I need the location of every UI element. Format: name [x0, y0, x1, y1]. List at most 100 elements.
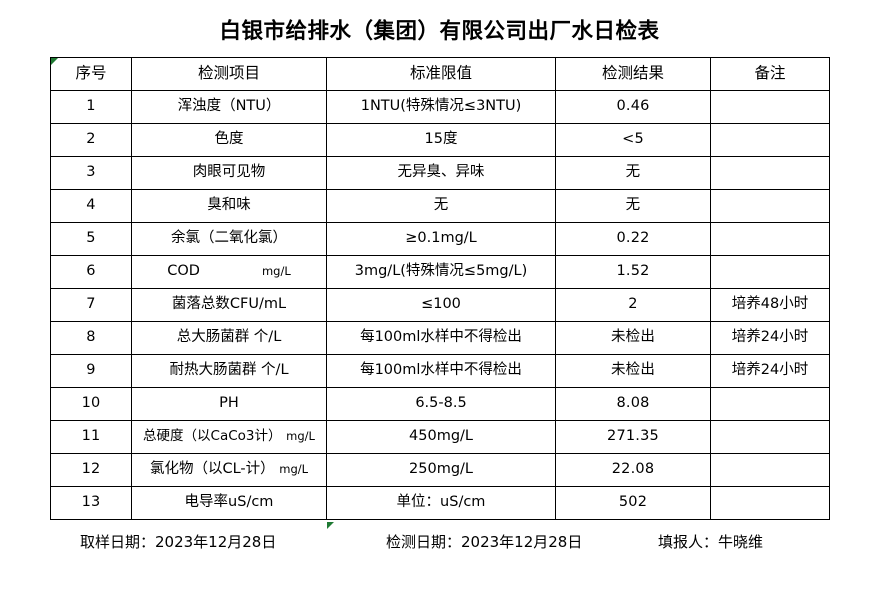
cell-remark: [710, 222, 830, 256]
table-row: 3 肉眼可见物 无异臭、异味无: [50, 156, 830, 190]
cell-item-label: 肉眼可见物: [192, 164, 266, 181]
cell-standard: 450mg/L: [326, 420, 556, 454]
cell-item: 臭和味: [131, 189, 327, 223]
cell-remark: [710, 189, 830, 223]
cell-result: 未检出: [555, 354, 711, 388]
cell-standard: 单位：uS/cm: [326, 486, 556, 520]
table-row: 1 浑浊度（NTU） 1NTU(特殊情况≤3NTU) 0.46: [50, 90, 830, 124]
cell-standard: 250mg/L: [326, 453, 556, 487]
cell-standard: 每100ml水样中不得检出: [326, 354, 556, 388]
inspection-table-container: 序号 检测项目 标准限值 检测结果 备注 1 浑浊度（NTU） 1NTU(特殊情况≤…: [50, 57, 830, 520]
cell-no: 13: [50, 486, 132, 520]
cell-item-label: 耐热大肠菌群 个/L: [169, 362, 289, 379]
cell-standard: 无: [326, 189, 556, 223]
cell-remark: 培养24小时: [710, 321, 830, 355]
cell-result: 271.35: [555, 420, 711, 454]
cell-no: 9: [50, 354, 132, 388]
cell-standard: 15度: [326, 123, 556, 157]
cell-result: 1.52: [555, 255, 711, 289]
cell-standard: 每100ml水样中不得检出: [326, 321, 556, 355]
inspection-table: 序号 检测项目 标准限值 检测结果 备注 1 浑浊度（NTU） 1NTU(特殊情况≤…: [50, 57, 830, 520]
cell-item: 电导率uS/cm: [131, 486, 327, 520]
cell-item: 总大肠菌群 个/L: [131, 321, 327, 355]
cell-item-label: 电导率uS/cm: [184, 494, 274, 511]
cell-result: 0.46: [555, 90, 711, 124]
cell-no: 8: [50, 321, 132, 355]
cell-item: PH: [131, 387, 327, 421]
cell-item: 菌落总数CFU/mL: [131, 288, 327, 322]
filled-by: 填报人：牛晓维: [658, 533, 764, 551]
cell-no: 3: [50, 156, 132, 190]
cell-remark: [710, 420, 830, 454]
cell-result: 502: [555, 486, 711, 520]
cell-item-unit: mg/L: [286, 429, 315, 444]
page-title: 白银市给排水（集团）有限公司出厂水日检表: [219, 19, 660, 44]
cell-item: 肉眼可见物: [131, 156, 327, 190]
cell-result: 0.22: [555, 222, 711, 256]
cell-item: 总硬度（以CaCo3计） mg/L: [131, 420, 327, 454]
cell-remark: [710, 123, 830, 157]
table-body: 1 浑浊度（NTU） 1NTU(特殊情况≤3NTU) 0.46 2 色度 15度 <5 3 肉眼可…: [50, 90, 830, 520]
cell-standard: 3mg/L(特殊情况≤5mg/L): [326, 255, 556, 289]
table-row: 2 色度 15度 <5: [50, 123, 830, 157]
cell-remark: [710, 486, 830, 520]
column-header-std: 标准限值: [326, 57, 556, 91]
column-header-remark: 备注: [710, 57, 830, 91]
table-header-row: 序号 检测项目 标准限值 检测结果 备注: [50, 57, 830, 91]
cell-no: 1: [50, 90, 132, 124]
cell-result: <5: [555, 123, 711, 157]
cell-comment-flag-footer: [327, 522, 334, 529]
cell-remark: 培养24小时: [710, 354, 830, 388]
table-row: 13 电导率uS/cm 单位：uS/cm 502: [50, 486, 830, 520]
cell-no: 10: [50, 387, 132, 421]
cell-item: 氯化物（以CL-计） mg/L: [131, 453, 327, 487]
cell-no: 6: [50, 255, 132, 289]
table-row: 6 COD mg/L 3mg/L(特殊情况≤5mg/L) 1.52: [50, 255, 830, 289]
cell-item: 色度: [131, 123, 327, 157]
cell-result: 未检出: [555, 321, 711, 355]
cell-remark: [710, 255, 830, 289]
cell-item-label: 菌落总数CFU/mL: [171, 296, 287, 313]
cell-result: 22.08: [555, 453, 711, 487]
cell-item-label: 余氯（二氧化氯）: [171, 230, 287, 247]
table-row: 10 PH 6.5-8.5 8.08: [50, 387, 830, 421]
table-row: 4 臭和味 无无: [50, 189, 830, 223]
cell-item: COD mg/L: [131, 255, 327, 289]
cell-item-unit: mg/L: [279, 462, 309, 477]
cell-remark: 培养48小时: [710, 288, 830, 322]
column-header-result: 检测结果: [555, 57, 711, 91]
column-header-no: 序号: [50, 57, 132, 91]
cell-item-label: 总硬度（以CaCo3计）: [143, 428, 282, 445]
cell-item-label: PH: [219, 395, 239, 412]
cell-result: 2: [555, 288, 711, 322]
cell-result: 无: [555, 156, 711, 190]
cell-no: 12: [50, 453, 132, 487]
table-row: 5 余氯（二氧化氯） ≥0.1mg/L 0.22: [50, 222, 830, 256]
cell-item-label: 浑浊度（NTU）: [177, 98, 281, 115]
cell-result: 无: [555, 189, 711, 223]
cell-no: 2: [50, 123, 132, 157]
cell-item-label: 氯化物（以CL-计）: [149, 461, 275, 478]
cell-item: 余氯（二氧化氯）: [131, 222, 327, 256]
cell-no: 5: [50, 222, 132, 256]
table-row: 8 总大肠菌群 个/L 每100ml水样中不得检出 未检出 培养24小时: [50, 321, 830, 355]
cell-no: 11: [50, 420, 132, 454]
cell-remark: [710, 156, 830, 190]
cell-item: 浑浊度（NTU）: [131, 90, 327, 124]
column-header-item: 检测项目: [131, 57, 327, 91]
testing-date: 检测日期：2023年12月28日: [386, 533, 583, 551]
cell-item-unit: mg/L: [261, 264, 291, 279]
cell-remark: [710, 90, 830, 124]
cell-standard: 6.5-8.5: [326, 387, 556, 421]
cell-standard: ≥0.1mg/L: [326, 222, 556, 256]
cell-standard: ≤100: [326, 288, 556, 322]
table-row: 12 氯化物（以CL-计） mg/L 250mg/L 22.08: [50, 453, 830, 487]
cell-item-label: 总大肠菌群 个/L: [176, 329, 282, 346]
sampling-date: 取样日期：2023年12月28日: [80, 533, 277, 551]
footer: 取样日期：2023年12月28日 检测日期：2023年12月28日 填报人：牛晓…: [50, 531, 829, 557]
table-row: 7 菌落总数CFU/mL ≤100 2 培养48小时: [50, 288, 830, 322]
cell-item: 耐热大肠菌群 个/L: [131, 354, 327, 388]
cell-no: 7: [50, 288, 132, 322]
cell-standard: 1NTU(特殊情况≤3NTU): [326, 90, 556, 124]
